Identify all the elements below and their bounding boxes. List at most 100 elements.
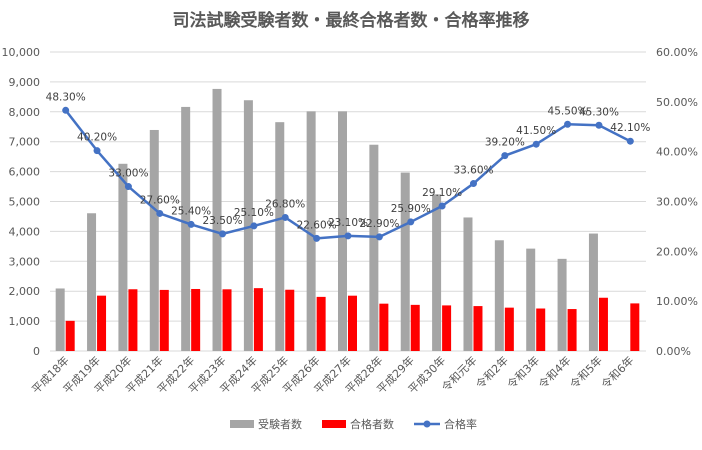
bar-examinees — [306, 111, 316, 351]
chart-title: 司法試験受験者数・最終合格者数・合格率推移 — [173, 10, 530, 31]
bar-passers — [191, 288, 201, 351]
pass-rate-label: 25.10% — [234, 207, 274, 219]
left-tick-label: 10,000 — [2, 46, 41, 59]
left-tick-label: 3,000 — [9, 255, 41, 268]
category-label: 令和元年 — [439, 353, 480, 394]
bar-passers — [316, 296, 326, 351]
bar-examinees — [400, 172, 410, 351]
bar-passers — [159, 289, 169, 351]
pass-rate-point — [187, 220, 195, 228]
left-tick-label: 6,000 — [9, 166, 41, 179]
pass-rate-point — [626, 137, 634, 145]
pass-rate-label: 22.90% — [359, 218, 399, 230]
right-tick-label: 20.00% — [656, 245, 698, 258]
legend-marker-rate — [423, 420, 431, 428]
pass-rate-label: 41.50% — [516, 125, 556, 137]
bar-examinees — [181, 106, 191, 351]
left-tick-label: 9,000 — [9, 76, 41, 89]
pass-rate-label: 29.10% — [422, 187, 462, 199]
pass-rate-label: 40.20% — [77, 132, 117, 144]
left-tick-label: 4,000 — [9, 225, 41, 238]
pass-rate-label: 27.60% — [140, 194, 180, 206]
left-tick-label: 8,000 — [9, 106, 41, 119]
bar-passers — [536, 308, 546, 351]
category-label: 令和3年 — [504, 353, 542, 391]
bar-examinees — [526, 248, 536, 351]
bar-examinees — [557, 258, 567, 351]
pass-rate-point — [344, 232, 352, 240]
pass-rate-label: 26.80% — [265, 198, 305, 210]
bar-passers — [65, 320, 75, 351]
pass-rate-label: 33.60% — [453, 165, 493, 177]
bar-examinees — [588, 233, 598, 351]
right-tick-label: 10.00% — [656, 295, 698, 308]
pass-rate-point — [532, 140, 540, 148]
bar-examinees — [432, 194, 442, 351]
bar-passers — [473, 306, 483, 351]
legend-label-examinees: 受験者数 — [258, 417, 302, 431]
pass-rate-label: 25.40% — [171, 205, 211, 217]
bar-passers — [379, 303, 389, 351]
pass-rate-point — [407, 218, 415, 226]
legend-label-rate: 合格率 — [444, 417, 477, 431]
pass-rate-label: 22.60% — [297, 219, 337, 231]
pass-rate-point — [281, 213, 289, 221]
pass-rate-point — [595, 121, 603, 129]
pass-rate-label: 39.20% — [485, 137, 525, 149]
pass-rate-label: 33.00% — [108, 168, 148, 180]
pass-rate-label: 23.50% — [203, 215, 243, 227]
pass-rate-label: 23.10% — [328, 217, 368, 229]
bar-examinees — [118, 163, 128, 351]
bar-examinees — [212, 88, 222, 351]
pass-rate-label: 45.50% — [548, 105, 588, 117]
bar-passers — [128, 289, 138, 351]
bar-passers — [253, 288, 263, 351]
bar-passers — [504, 307, 514, 351]
pass-rate-point — [250, 222, 258, 230]
pass-rate-point — [219, 230, 227, 238]
bar-passers — [442, 305, 452, 351]
pass-rate-label: 42.10% — [610, 122, 650, 134]
bar-examinees — [243, 100, 253, 351]
legend-swatch-examinees — [230, 420, 254, 428]
pass-rate-point — [375, 233, 383, 241]
left-tick-label: 2,000 — [9, 285, 41, 298]
bar-examinees — [369, 144, 379, 351]
right-tick-label: 30.00% — [656, 196, 698, 209]
category-label: 令和4年 — [536, 353, 574, 391]
pass-rate-point — [313, 234, 321, 242]
pass-rate-point — [124, 183, 132, 191]
right-tick-label: 60.00% — [656, 46, 698, 59]
right-tick-label: 40.00% — [656, 146, 698, 159]
pass-rate-label: 48.30% — [46, 91, 86, 103]
bar-examinees — [463, 217, 473, 351]
bar-passers — [630, 303, 640, 351]
category-label: 令和5年 — [567, 353, 605, 391]
left-tick-label: 7,000 — [9, 136, 41, 149]
bar-examinees — [275, 122, 285, 352]
right-tick-label: 0.00% — [656, 345, 691, 358]
bar-examinees — [494, 240, 504, 351]
bar-examinees — [149, 129, 159, 351]
pass-rate-point — [564, 120, 572, 128]
bar-examinees — [55, 288, 65, 351]
bar-passers — [348, 295, 357, 351]
pass-rate-point — [156, 209, 164, 217]
bar-examinees — [338, 111, 347, 352]
pass-rate-point — [469, 180, 477, 188]
bar-passers — [97, 295, 107, 351]
bar-passers — [222, 289, 232, 351]
left-tick-label: 0 — [33, 345, 40, 358]
pass-rate-point — [62, 106, 70, 114]
legend-label-passers: 合格者数 — [350, 417, 394, 431]
left-tick-label: 1,000 — [9, 315, 41, 328]
bar-passers — [285, 289, 295, 351]
pass-rate-label: 25.90% — [391, 203, 431, 215]
bar-passers — [410, 304, 420, 351]
left-tick-label: 5,000 — [9, 196, 41, 209]
bar-passers — [598, 297, 608, 351]
right-tick-label: 50.00% — [656, 96, 698, 109]
bar-examinees — [87, 213, 97, 351]
pass-rate-point — [501, 152, 509, 160]
